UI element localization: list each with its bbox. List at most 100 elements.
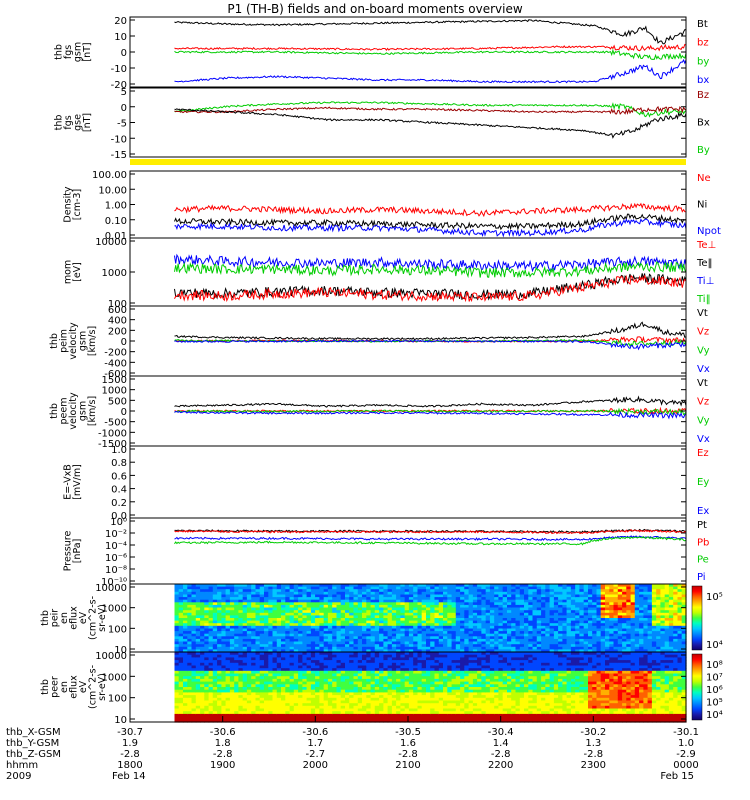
y-tick-label: 5 — [121, 87, 127, 98]
spectrogram-cell — [174, 713, 180, 718]
spectrogram-cell — [379, 662, 384, 667]
spectrogram-cell — [345, 665, 350, 669]
spectrogram-cell — [332, 684, 338, 688]
spectrogram-cell — [643, 646, 649, 650]
spectrogram-cell — [379, 633, 384, 637]
spectrogram-cell — [221, 594, 227, 598]
spectrogram-cell — [204, 684, 210, 688]
spectrogram-cell — [268, 713, 274, 718]
spectrogram-cell — [362, 687, 367, 691]
spectrogram-cell — [174, 591, 180, 595]
spectrogram-cell — [276, 703, 282, 707]
y-tick-label: 10 — [114, 645, 127, 656]
spectrogram-cell — [195, 703, 201, 707]
spectrogram-cell — [293, 589, 299, 593]
spectrogram-cell — [340, 660, 346, 664]
spectrogram-cell — [494, 649, 500, 653]
spectrogram-cell — [366, 676, 372, 680]
spectrogram-cell — [183, 689, 188, 693]
spectrogram-cell — [353, 612, 359, 616]
spectrogram-cell — [515, 631, 521, 635]
spectrogram-cell — [404, 612, 410, 616]
spectrogram-cell — [536, 633, 542, 637]
spectrogram-cell — [634, 586, 640, 590]
spectrogram-cell — [298, 594, 303, 598]
spectrogram-cell — [323, 646, 329, 650]
spectrogram-cell — [426, 636, 431, 640]
spectrogram-cell — [310, 681, 316, 685]
y-tick-label: 1500 — [102, 375, 127, 386]
spectrogram-cell — [285, 589, 291, 593]
spectrogram-cell — [460, 602, 465, 606]
spectrogram-cell — [246, 644, 252, 648]
spectrogram-cell — [302, 719, 308, 723]
spectrogram-cell — [319, 695, 325, 699]
spectrogram-cell — [553, 610, 559, 614]
spectrogram-cell — [229, 591, 235, 595]
spectrogram-cell — [549, 636, 555, 640]
spectrogram-cell — [592, 594, 598, 598]
spectrogram-cell — [195, 654, 201, 658]
spectrogram-cell — [494, 599, 500, 603]
spectrogram-cell — [451, 620, 457, 624]
spectrogram-cell — [596, 586, 602, 590]
spectrogram-cell — [255, 604, 261, 609]
spectrogram-cell — [643, 602, 649, 606]
spectrogram-cell — [413, 703, 419, 707]
spectrogram-cell — [251, 697, 257, 702]
spectrogram-cell — [323, 711, 329, 715]
spectrogram-cell — [613, 646, 619, 650]
spectrogram-cell — [315, 684, 320, 688]
spectrogram-cell — [242, 620, 248, 624]
spectrogram-cell — [204, 625, 210, 629]
spectrogram-cell — [306, 684, 312, 688]
spectrogram-cell — [421, 678, 427, 683]
spectrogram-cell — [362, 641, 367, 645]
spectrogram-cell — [225, 695, 231, 699]
spectrogram-cell — [195, 719, 201, 723]
spectrogram-cell — [357, 692, 363, 696]
spectrogram-cell — [541, 631, 546, 635]
spectrogram-cell — [630, 612, 636, 616]
spectrogram-cell — [315, 719, 320, 723]
spectrogram-cell — [357, 711, 363, 715]
spectrogram-cell — [327, 612, 333, 616]
spectrogram-cell — [558, 604, 563, 609]
spectrogram-cell — [366, 618, 372, 622]
spectrogram-cell — [464, 644, 470, 648]
spectrogram-cell — [315, 676, 320, 680]
spectrogram-cell — [327, 713, 333, 718]
spectrogram-cell — [289, 676, 295, 680]
spectrogram-cell — [276, 657, 282, 661]
spectrogram-cell — [430, 708, 436, 712]
spectrogram-cell — [353, 623, 359, 627]
spectrogram-cell — [264, 594, 269, 598]
spectrogram-cell — [251, 591, 257, 595]
spectrogram-cell — [541, 618, 546, 622]
spectrogram-cell — [455, 636, 461, 640]
spectrogram-cell — [600, 628, 606, 632]
spectrogram-cell — [507, 586, 512, 590]
spectrogram-cell — [323, 615, 329, 619]
spectrogram-cell — [528, 589, 534, 593]
spectrogram-cell — [246, 687, 252, 691]
spectrogram-cell — [379, 708, 384, 712]
spectrogram-cell — [178, 591, 184, 595]
spectrogram-cell — [208, 654, 214, 658]
spectrogram-cell — [583, 638, 589, 643]
spectrogram-cell — [332, 594, 338, 598]
spectrogram-cell — [208, 676, 214, 680]
y-tick-label: 10⁻⁸ — [105, 565, 127, 576]
spectrogram-cell — [242, 703, 248, 707]
spectrogram-cell — [460, 584, 465, 588]
spectrogram-cell — [396, 631, 401, 635]
spectrogram-cell — [426, 670, 431, 675]
spectrogram-cell — [374, 695, 380, 699]
spectrogram-cell — [353, 628, 359, 632]
spectrogram-cell — [200, 633, 205, 637]
spectrogram-cell — [379, 716, 384, 720]
spectrogram-cell — [340, 615, 346, 619]
spectrogram-cell — [323, 689, 329, 693]
spectrogram-cell — [268, 623, 274, 627]
spectrogram-cell — [285, 623, 291, 627]
